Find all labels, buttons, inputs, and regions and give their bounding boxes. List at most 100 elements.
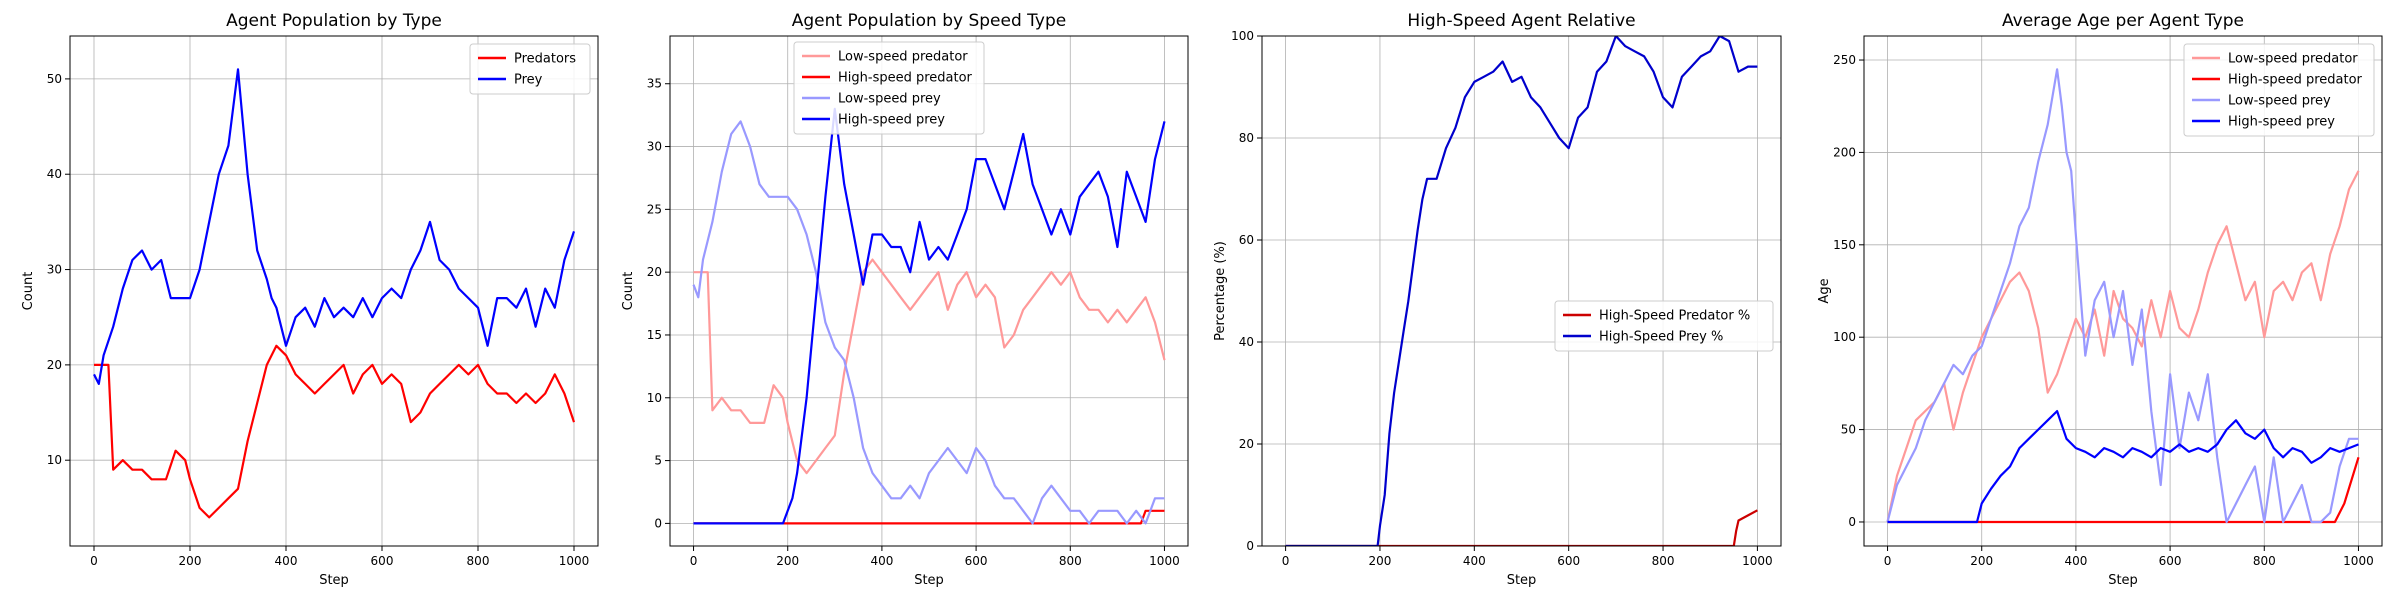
x-tick-label: 400 — [2064, 554, 2087, 568]
chart-title: Agent Population by Type — [226, 11, 442, 31]
y-tick-label: 35 — [647, 77, 662, 91]
series-line-high-speed-predator — [1887, 456, 2360, 524]
plot-frame — [69, 35, 599, 547]
plot-frame — [669, 35, 1189, 547]
x-tick-label: 0 — [90, 554, 98, 568]
legend-label: High-speed predator — [838, 71, 973, 86]
chart-panel-2: 0 200 400 600 800 1000 0 5 10 15 20 25 30 35 Agent Pop… — [621, 11, 1189, 588]
legend: High-Speed Predator % High-Speed Prey % — [1554, 300, 1774, 352]
x-tick-label: 800 — [2253, 554, 2276, 568]
x-tick-label: 800 — [467, 554, 490, 568]
x-tick-label: 800 — [1059, 554, 1082, 568]
x-tick-label: 200 — [1970, 554, 1993, 568]
series-line-predators — [94, 344, 576, 519]
y-tick-label: 20 — [1239, 437, 1254, 451]
series-line-low-speed-predator — [1886, 170, 2360, 523]
y-tick-label: 100 — [1833, 330, 1856, 344]
legend: Low-speed predator High-speed predator Low… — [2183, 43, 2375, 137]
x-tick-label: 200 — [179, 554, 202, 568]
y-tick-label: 100 — [1231, 29, 1254, 43]
plot-frame — [1261, 35, 1782, 547]
y-tick-label: 0 — [654, 516, 662, 530]
y-axis-label: Age — [1817, 278, 1832, 303]
y-tick-label: 150 — [1833, 238, 1856, 252]
y-axis-label: Percentage (%) — [1213, 241, 1228, 341]
legend: Low-speed predator High-speed predator Low… — [793, 41, 985, 135]
x-tick-label: 400 — [1463, 554, 1486, 568]
legend-label: Low-speed predator — [2228, 52, 2358, 67]
y-tick-label: 15 — [647, 328, 662, 342]
y-tick-label: 5 — [654, 454, 662, 468]
series-line-high-speed-prey — [1285, 36, 1758, 546]
x-axis-label: Step — [1507, 573, 1537, 588]
y-tick-label: 30 — [47, 263, 62, 277]
chart-title: High-Speed Agent Relative — [1407, 11, 1635, 31]
y-tick-label: 0 — [1246, 539, 1254, 553]
y-tick-label: 40 — [1239, 335, 1254, 349]
legend-label: High-speed prey — [838, 113, 945, 128]
legend-label: Prey — [514, 73, 543, 88]
x-tick-label: 800 — [1652, 554, 1675, 568]
y-axis-label: Count — [21, 272, 36, 311]
y-tick-label: 60 — [1239, 233, 1254, 247]
legend-box — [2183, 43, 2375, 137]
y-tick-label: 20 — [647, 265, 662, 279]
y-tick-label: 50 — [1841, 423, 1856, 437]
x-tick-label: 600 — [965, 554, 988, 568]
x-tick-label: 600 — [371, 554, 394, 568]
x-tick-label: 200 — [1369, 554, 1392, 568]
legend-box — [793, 41, 985, 135]
y-axis-label: Count — [621, 272, 636, 311]
legend-box — [469, 43, 591, 95]
legend-label: High-speed predator — [2228, 73, 2363, 88]
y-tick-label: 40 — [47, 167, 62, 181]
y-tick-label: 25 — [647, 202, 662, 216]
legend-label: Predators — [514, 52, 576, 67]
y-tick-label: 10 — [47, 453, 62, 467]
series-line-low-speed-predator — [693, 258, 1166, 475]
x-tick-label: 600 — [1557, 554, 1580, 568]
y-tick-label: 250 — [1833, 53, 1856, 67]
x-tick-label: 1000 — [559, 554, 590, 568]
x-tick-label: 600 — [2159, 554, 2182, 568]
legend: Predators Prey — [469, 43, 591, 95]
chart-title: Agent Population by Speed Type — [792, 11, 1066, 31]
y-tick-label: 10 — [647, 391, 662, 405]
x-tick-label: 0 — [690, 554, 698, 568]
x-tick-label: 0 — [1884, 554, 1892, 568]
x-axis-label: Step — [914, 573, 944, 588]
legend-label: High-Speed Predator % — [1599, 309, 1750, 324]
y-tick-label: 80 — [1239, 131, 1254, 145]
series-line-high-speed-prey — [693, 107, 1166, 525]
x-tick-label: 1000 — [1149, 554, 1180, 568]
legend-box — [1554, 300, 1774, 352]
x-tick-label: 1000 — [2343, 554, 2374, 568]
x-tick-label: 1000 — [1742, 554, 1773, 568]
series-line-high-speed-predator — [693, 509, 1165, 525]
y-tick-label: 200 — [1833, 145, 1856, 159]
chart-title: Average Age per Agent Type — [2002, 11, 2244, 31]
legend-label: Low-speed prey — [838, 92, 941, 107]
series-line-high-speed-predator — [1285, 509, 1758, 546]
y-tick-label: 50 — [47, 72, 62, 86]
x-axis-label: Step — [319, 573, 349, 588]
series-line-prey — [93, 68, 576, 385]
series-line-high-speed-prey — [1887, 410, 2359, 524]
plot-frame — [1863, 35, 2383, 547]
chart-panel-3: 0 200 400 600 800 1000 0 20 40 60 80 100 High-Speed … — [1213, 11, 1782, 588]
y-tick-label: 20 — [47, 358, 62, 372]
x-tick-label: 200 — [776, 554, 799, 568]
x-tick-label: 400 — [870, 554, 893, 568]
chart-panel-4: 0 200 400 600 800 1000 0 50 100 150 200 250 Average … — [1817, 11, 2383, 588]
y-tick-label: 30 — [647, 140, 662, 154]
legend-label: Low-speed predator — [838, 50, 968, 65]
legend-label: High-speed prey — [2228, 115, 2335, 130]
legend-label: High-Speed Prey % — [1599, 330, 1723, 345]
x-axis-label: Step — [2108, 573, 2138, 588]
chart-panel-1: 0 200 400 600 800 1000 10 20 30 40 50 Agent Populat… — [21, 11, 599, 588]
series-line-low-speed-prey — [692, 120, 1165, 525]
x-tick-label: 400 — [275, 554, 298, 568]
legend-label: Low-speed prey — [2228, 94, 2331, 109]
y-tick-label: 0 — [1848, 515, 1856, 529]
